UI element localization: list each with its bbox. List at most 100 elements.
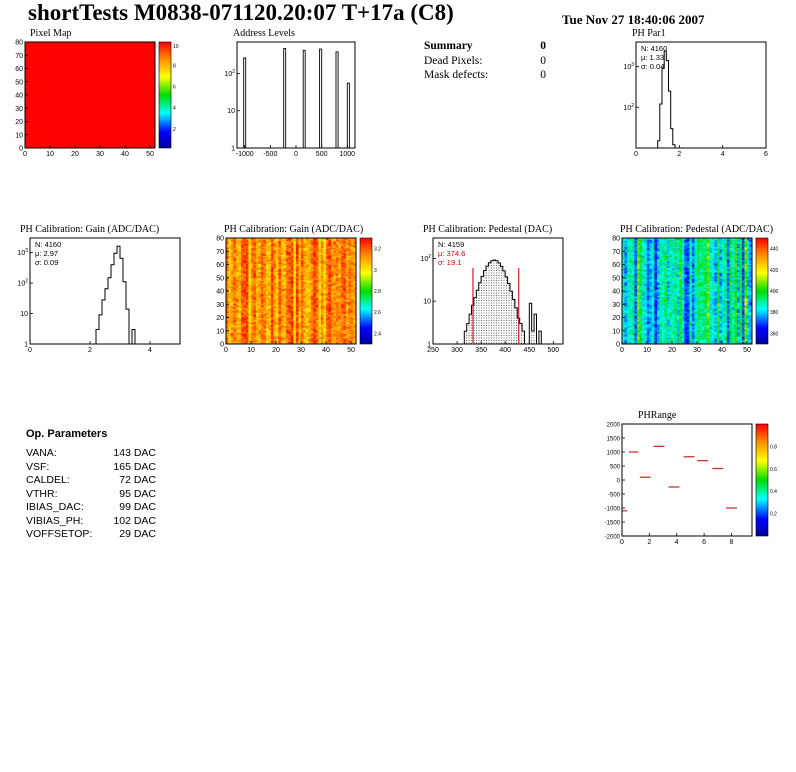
svg-text:0: 0 [620,347,624,354]
svg-text:-1500: -1500 [605,521,621,527]
panel-gain-hist: PH Calibration: Gain (ADC/DAC) 0 2 4 1 10 102… [2,222,194,362]
svg-text:N: 4160: N: 4160 [35,240,61,249]
svg-text:1: 1 [427,342,431,349]
svg-text:50: 50 [216,275,224,282]
svg-text:10: 10 [216,328,224,335]
svg-text:1000: 1000 [607,451,621,457]
svg-text:σ: 0.09: σ: 0.09 [35,258,58,267]
svg-text:3.2: 3.2 [374,247,381,253]
svg-text:2: 2 [677,151,681,158]
dead-pixels-value: 0 [540,54,546,67]
svg-text:300: 300 [451,347,463,354]
op-row-ibias-dac: IBIAS_DAC: 99 DAC [26,501,156,515]
svg-text:0: 0 [634,151,638,158]
svg-text:20: 20 [15,119,23,126]
summary-header-row: Summary 0 [424,40,546,52]
svg-text:70: 70 [612,249,620,256]
svg-text:40: 40 [718,347,726,354]
summary-row-dead-pixels: Dead Pixels: 0 [424,55,546,67]
svg-text:6: 6 [702,539,706,546]
svg-text:μ: 374.6: μ: 374.6 [438,249,465,258]
svg-text:8: 8 [730,539,734,546]
svg-text:10: 10 [643,347,651,354]
vana-value: 143 DAC [113,447,156,459]
svg-text:80: 80 [15,40,23,47]
svg-text:10: 10 [612,328,620,335]
svg-text:80: 80 [216,236,224,243]
svg-text:0: 0 [616,342,620,349]
svg-text:450: 450 [523,347,535,354]
svg-text:102: 102 [420,254,431,263]
svg-text:60: 60 [612,262,620,269]
svg-text:30: 30 [297,347,305,354]
svg-text:0: 0 [28,347,32,354]
svg-text:20: 20 [71,151,79,158]
ph-par1-title: PH Par1 [632,28,666,39]
svg-text:0: 0 [617,479,621,485]
gain_map-heatmap-canvas [226,238,356,344]
svg-text:-500: -500 [608,493,621,499]
caldel-value: 72 DAC [119,474,156,486]
svg-text:30: 30 [612,302,620,309]
address-levels-title: Address Levels [233,28,295,39]
svg-text:10: 10 [423,299,431,306]
pedestal-map-title: PH Calibration: Pedestal (ADC/DAC) [620,224,774,235]
svg-text:0.8: 0.8 [770,444,777,450]
dead-pixels-label: Dead Pixels: [424,54,483,67]
svg-text:500: 500 [548,347,560,354]
svg-text:20: 20 [612,315,620,322]
svg-text:20: 20 [668,347,676,354]
panel-pedestal-map: PH Calibration: Pedestal (ADC/DAC) 0 10 20… [594,222,796,362]
svg-text:40: 40 [612,289,620,296]
svg-text:0: 0 [220,342,224,349]
svg-text:10: 10 [247,347,255,354]
svg-text:350: 350 [475,347,487,354]
svg-text:10: 10 [173,44,179,50]
op-parameters-title: Op. Parameters [26,428,108,440]
op-parameters-block: Op. Parameters VANA: 143 DAC VSF: 165 DA… [26,428,156,542]
svg-text:80: 80 [612,236,620,243]
svg-text:70: 70 [216,249,224,256]
svg-text:μ: 2.97: μ: 2.97 [35,249,58,258]
pedestal_map-heatmap-canvas [622,238,752,344]
svg-text:4: 4 [721,151,725,158]
svg-text:4: 4 [675,539,679,546]
svg-text:10: 10 [15,132,23,139]
svg-text:10: 10 [20,311,28,318]
svg-text:50: 50 [15,79,23,86]
summary-value: 0 [540,40,546,52]
pedestal-map-chart: 0 10 20 30 40 50 0 10 20 30 40 50 60 70 80 440 420 400 380… [612,236,779,355]
svg-text:400: 400 [499,347,511,354]
svg-text:60: 60 [15,66,23,73]
svg-text:40: 40 [216,289,224,296]
panel-ph-par1: PH Par1 0 2 4 6 102 103 N: 4160 μ: 1.33 σ: 0.04 [608,26,794,166]
svg-text:102: 102 [17,279,28,288]
svg-text:10: 10 [227,108,235,115]
vibias-ph-value: 102 DAC [113,514,156,527]
svg-text:-2000: -2000 [605,535,621,541]
svg-text:6: 6 [764,151,768,158]
svg-text:2.4: 2.4 [374,331,381,337]
ibias-dac-value: 99 DAC [119,501,156,513]
svg-text:0: 0 [224,347,228,354]
svg-text:6: 6 [173,85,176,91]
gain-map-chart: 0 10 20 30 40 50 0 10 20 30 40 50 60 70 80 3.2 3 2.8 2.6 2.… [216,236,381,355]
svg-text:40: 40 [15,93,23,100]
address-levels-chart: -1000 -500 0 500 1000 1 10 102 [224,41,356,158]
op-row-caldel: CALDEL: 72 DAC [26,474,156,488]
svg-text:2.6: 2.6 [374,310,381,316]
panel-pedestal-hist: PH Calibration: Pedestal (DAC) 250 300 350… [403,222,583,362]
svg-text:10: 10 [46,151,54,158]
gain-map-title: PH Calibration: Gain (ADC/DAC) [224,224,364,235]
op-row-vsf: VSF: 165 DAC [26,461,156,475]
svg-text:30: 30 [216,302,224,309]
mask-defects-value: 0 [540,69,546,81]
pedestal-hist-title: PH Calibration: Pedestal (DAC) [423,224,553,235]
svg-text:102: 102 [623,103,634,112]
panel-address-levels: Address Levels -1000 -500 0 500 1000 1 10 102 [213,26,383,166]
svg-text:N: 4160: N: 4160 [641,44,667,53]
voffsetop-label: VOFFSETOP: [26,528,93,540]
svg-text:440: 440 [770,247,779,253]
